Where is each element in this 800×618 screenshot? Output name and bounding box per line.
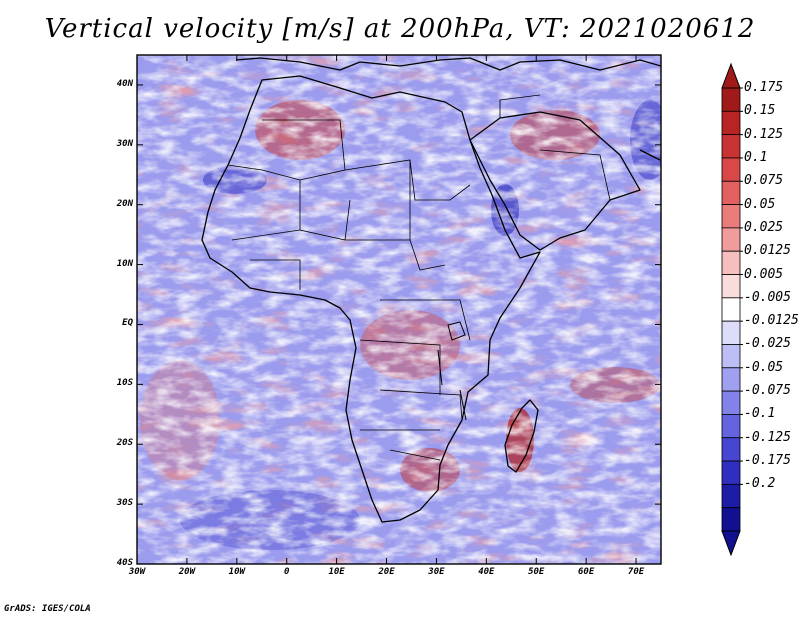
colorbar-swatch	[721, 367, 741, 392]
europe-coastline	[235, 57, 661, 71]
map-title: Vertical velocity [m/s] at 200hPa, VT: 2…	[44, 14, 756, 44]
lat-tick-label: EQ	[122, 318, 133, 329]
colorbar-min-arrow	[721, 530, 741, 557]
lat-tick-label: 40S	[116, 558, 133, 568]
country-borders	[227, 94, 611, 461]
colorbar-swatch	[721, 180, 741, 205]
colorbar-label: -0.2	[744, 476, 776, 492]
africa-coastline	[201, 75, 541, 523]
colorbar-label: -0.1	[744, 406, 776, 422]
colorbar-max-arrow	[721, 62, 741, 89]
lat-tick-label: 30N	[116, 138, 133, 149]
colorbar-label: 0.075	[744, 173, 784, 189]
axis-ticks	[136, 55, 661, 565]
lon-tick-label: 0	[283, 567, 290, 577]
colorbar	[721, 62, 743, 557]
lat-tick-label: 20S	[116, 438, 133, 449]
map-frame	[136, 54, 662, 565]
colorbar-swatch	[721, 157, 741, 182]
lon-tick-label: 70E	[627, 567, 645, 577]
colorbar-label: -0.175	[744, 453, 791, 469]
lat-tick-label: 10S	[116, 378, 133, 389]
colorbar-label: -0.05	[744, 359, 784, 375]
colorbar-label: 0.025	[744, 219, 784, 235]
india-coastline	[639, 149, 661, 161]
lake-victoria	[447, 321, 466, 341]
lon-tick-label: 10E	[328, 567, 345, 577]
colorbar-swatch	[721, 274, 741, 299]
field-streak-texture	[137, 55, 661, 564]
colorbar-swatch	[721, 437, 741, 462]
colorbar-swatch	[721, 297, 741, 322]
colorbar-swatch	[721, 414, 741, 439]
lat-tick-label: 30S	[116, 498, 133, 509]
colorbar-swatch	[721, 110, 741, 136]
colorbar-label: 0.125	[744, 126, 784, 142]
lakes	[437, 321, 467, 421]
colorbar-label: 0.0125	[744, 243, 791, 259]
colorbar-label: 0.005	[744, 266, 784, 282]
lake-malawi	[459, 389, 467, 421]
colorbar-swatch	[721, 204, 741, 229]
colorbar-label: -0.005	[744, 289, 791, 305]
lon-tick-label: 10W	[228, 567, 245, 577]
colorbar-swatch	[721, 460, 741, 485]
arabia-coastline	[469, 111, 641, 251]
grads-credit: GrADS: IGES/COLA	[4, 604, 91, 614]
colorbar-swatch	[721, 320, 741, 345]
lon-tick-label: 20E	[378, 567, 395, 577]
colorbar-label: -0.125	[744, 429, 791, 445]
colorbar-label: 0.05	[744, 196, 776, 212]
colorbar-swatch	[721, 344, 741, 369]
colorbar-swatch	[721, 134, 741, 159]
madagascar-coastline	[504, 399, 539, 473]
lake-tanganyika	[437, 349, 443, 386]
lon-tick-label: 40E	[478, 567, 495, 577]
lon-tick-label: 30W	[128, 567, 146, 577]
colorbar-swatch	[721, 507, 741, 532]
colorbar-label: 0.15	[744, 103, 776, 119]
colorbar-swatch	[721, 87, 741, 112]
lat-tick-label: 10N	[116, 258, 133, 269]
lat-tick-label: 40N	[116, 78, 133, 89]
lon-tick-label: 30E	[428, 567, 445, 577]
colorbar-swatch	[721, 250, 741, 275]
colorbar-swatch	[721, 390, 741, 415]
colorbar-label: 0.175	[744, 80, 784, 95]
colorbar-swatch	[721, 227, 741, 252]
colorbar-label: -0.0125	[744, 313, 799, 329]
colorbar-label: -0.075	[744, 383, 791, 399]
colorbar-swatch	[721, 483, 741, 509]
lon-tick-label: 20W	[178, 567, 196, 577]
colorbar-label: 0.1	[744, 149, 768, 165]
lon-tick-label: 60E	[578, 567, 595, 577]
coastlines	[201, 57, 661, 523]
colorbar-label: -0.025	[744, 336, 791, 352]
lat-tick-label: 20N	[116, 198, 133, 209]
lon-tick-label: 50E	[528, 567, 545, 577]
